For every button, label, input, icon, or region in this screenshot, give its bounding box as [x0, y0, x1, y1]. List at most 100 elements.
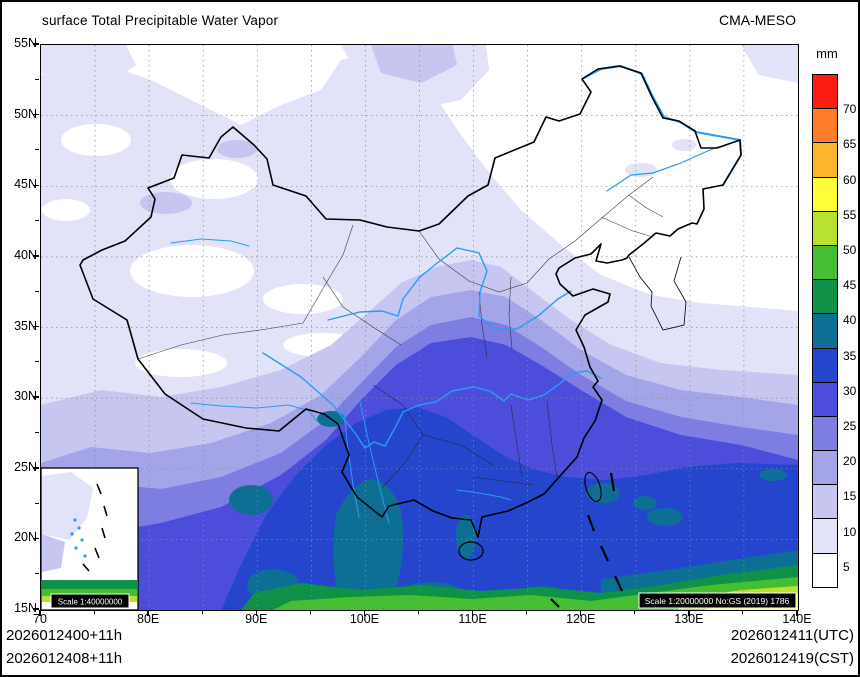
x-axis-label: 120E [566, 612, 596, 626]
legend-value-label: 65 [843, 137, 857, 152]
pearl-river [456, 489, 512, 501]
x-axis-label: 100E [349, 612, 380, 626]
y-axis-label: 45N [14, 177, 37, 192]
x-axis-label: 110E [458, 612, 487, 626]
legend-color-segment [812, 313, 838, 349]
x-axis-minor-tick [93, 610, 95, 614]
legend-unit-label: mm [816, 46, 838, 61]
legend-value-label: 25 [843, 419, 857, 433]
legend-value-label: 5 [843, 559, 850, 574]
legend-color-segment [812, 450, 838, 486]
x-axis-minor-tick [417, 610, 419, 614]
x-axis-minor-tick [309, 610, 311, 614]
legend-color-segment [812, 108, 838, 144]
legend-color-segment [812, 142, 838, 178]
x-axis-tick [363, 610, 366, 616]
legend-color-segment [812, 244, 838, 281]
legend-value-label: 70 [843, 102, 857, 117]
yangtze-river [262, 352, 602, 449]
yellow-river [327, 247, 572, 330]
y-axis-tick [33, 396, 39, 398]
y-axis-label: 35N [14, 318, 37, 333]
legend-value-label: 40 [843, 313, 857, 328]
y-axis-tick [33, 255, 39, 257]
province-borders [137, 176, 664, 488]
legend-color-segment [812, 415, 838, 452]
y-axis-tick [33, 325, 39, 328]
salween-river [342, 400, 360, 518]
x-axis-tick [147, 610, 149, 616]
y-axis-minor-tick [35, 220, 39, 222]
legend-value-label: 60 [843, 172, 857, 187]
legend-value-label: 35 [843, 348, 857, 363]
inset-map: Scale 1:40000000 [41, 467, 139, 610]
legend-color-segment [812, 347, 838, 383]
korea-border [628, 256, 687, 331]
y-axis-label: 50N [14, 106, 37, 121]
legend-value-label: 20 [843, 454, 857, 469]
legend-value-label: 55 [843, 207, 857, 222]
inset-islands [70, 518, 87, 558]
legend-value-label: 45 [843, 278, 857, 293]
y-axis-tick [33, 608, 39, 610]
legend-color-segment [812, 381, 838, 417]
legend-color-segment [812, 74, 838, 110]
valid-time-block: 2026012411(UTC) 2026012419(CST) [731, 624, 854, 670]
taiwan-island [584, 471, 602, 503]
hainan-island [458, 541, 484, 561]
valid-time-cst: 2026012419(CST) [730, 650, 854, 667]
map-scale-note: Scale 1:20000000 No:GS (2019) 1786 [638, 592, 797, 609]
y-axis-tick [33, 43, 39, 45]
y-axis-label: 20N [14, 530, 37, 545]
y-axis-minor-tick [35, 573, 39, 575]
inset-dash-line [82, 483, 108, 572]
y-axis-minor-tick [35, 361, 39, 363]
y-axis-minor-tick [35, 502, 39, 504]
legend-value-label: 50 [843, 243, 857, 257]
x-axis-label: 80E [137, 612, 160, 626]
y-axis-label: 25N [14, 459, 37, 474]
x-axis-minor-tick [201, 610, 203, 614]
y-axis-minor-tick [35, 149, 39, 151]
map-scale-label: Scale 1:20000000 No:GS (2019) 1786 [645, 596, 790, 606]
legend-color-segment [812, 552, 838, 588]
map-area: Scale 1:40000000 Scale 1:20000000 No:GS … [40, 44, 799, 611]
model-name: CMA-MESO [719, 12, 796, 28]
legend-color-segment [812, 484, 838, 520]
china-border [79, 65, 742, 538]
y-axis-label: 30N [14, 389, 37, 404]
x-axis-minor-tick [742, 610, 744, 614]
y-axis-label: 15N [14, 601, 37, 615]
inset-scale-box [50, 593, 130, 609]
x-axis-tick [796, 610, 798, 616]
chart-title: surface Total Precipitable Water Vapor [42, 13, 279, 28]
precipitable-water-map: Scale 1:40000000 Scale 1:20000000 No:GS … [41, 45, 798, 610]
mekong-river [358, 396, 390, 524]
y-axis-tick [33, 113, 39, 116]
init-time-utc: 2026012400+11h [6, 627, 123, 644]
valid-time-utc: 2026012411(UTC) [730, 627, 854, 644]
init-time-cst: 2026012408+11h [6, 650, 123, 667]
legend-value-label: 10 [843, 524, 857, 539]
songhua-river [606, 146, 718, 192]
x-axis-minor-tick [634, 610, 636, 614]
x-axis-tick [471, 610, 474, 616]
init-time-block: 2026012400+11h 2026012408+11h [6, 624, 122, 670]
y-axis-label: 55N [14, 36, 37, 50]
x-axis-label: 140E [782, 612, 812, 626]
legend-color-segment [812, 279, 838, 315]
y-axis-minor-tick [35, 431, 39, 433]
x-axis-label: 90E [245, 612, 268, 626]
legend-color-segment [812, 210, 838, 246]
legend-color-segment [812, 176, 838, 212]
brahmaputra-river [190, 402, 318, 422]
y-axis-minor-tick [35, 78, 39, 80]
y-axis-tick [33, 184, 39, 186]
y-axis-tick [33, 467, 39, 469]
x-axis-tick [255, 610, 258, 616]
x-axis-label: 70 [33, 612, 47, 626]
x-axis-minor-tick [526, 610, 528, 614]
tarim-river [170, 238, 250, 247]
y-axis-tick [33, 537, 39, 540]
